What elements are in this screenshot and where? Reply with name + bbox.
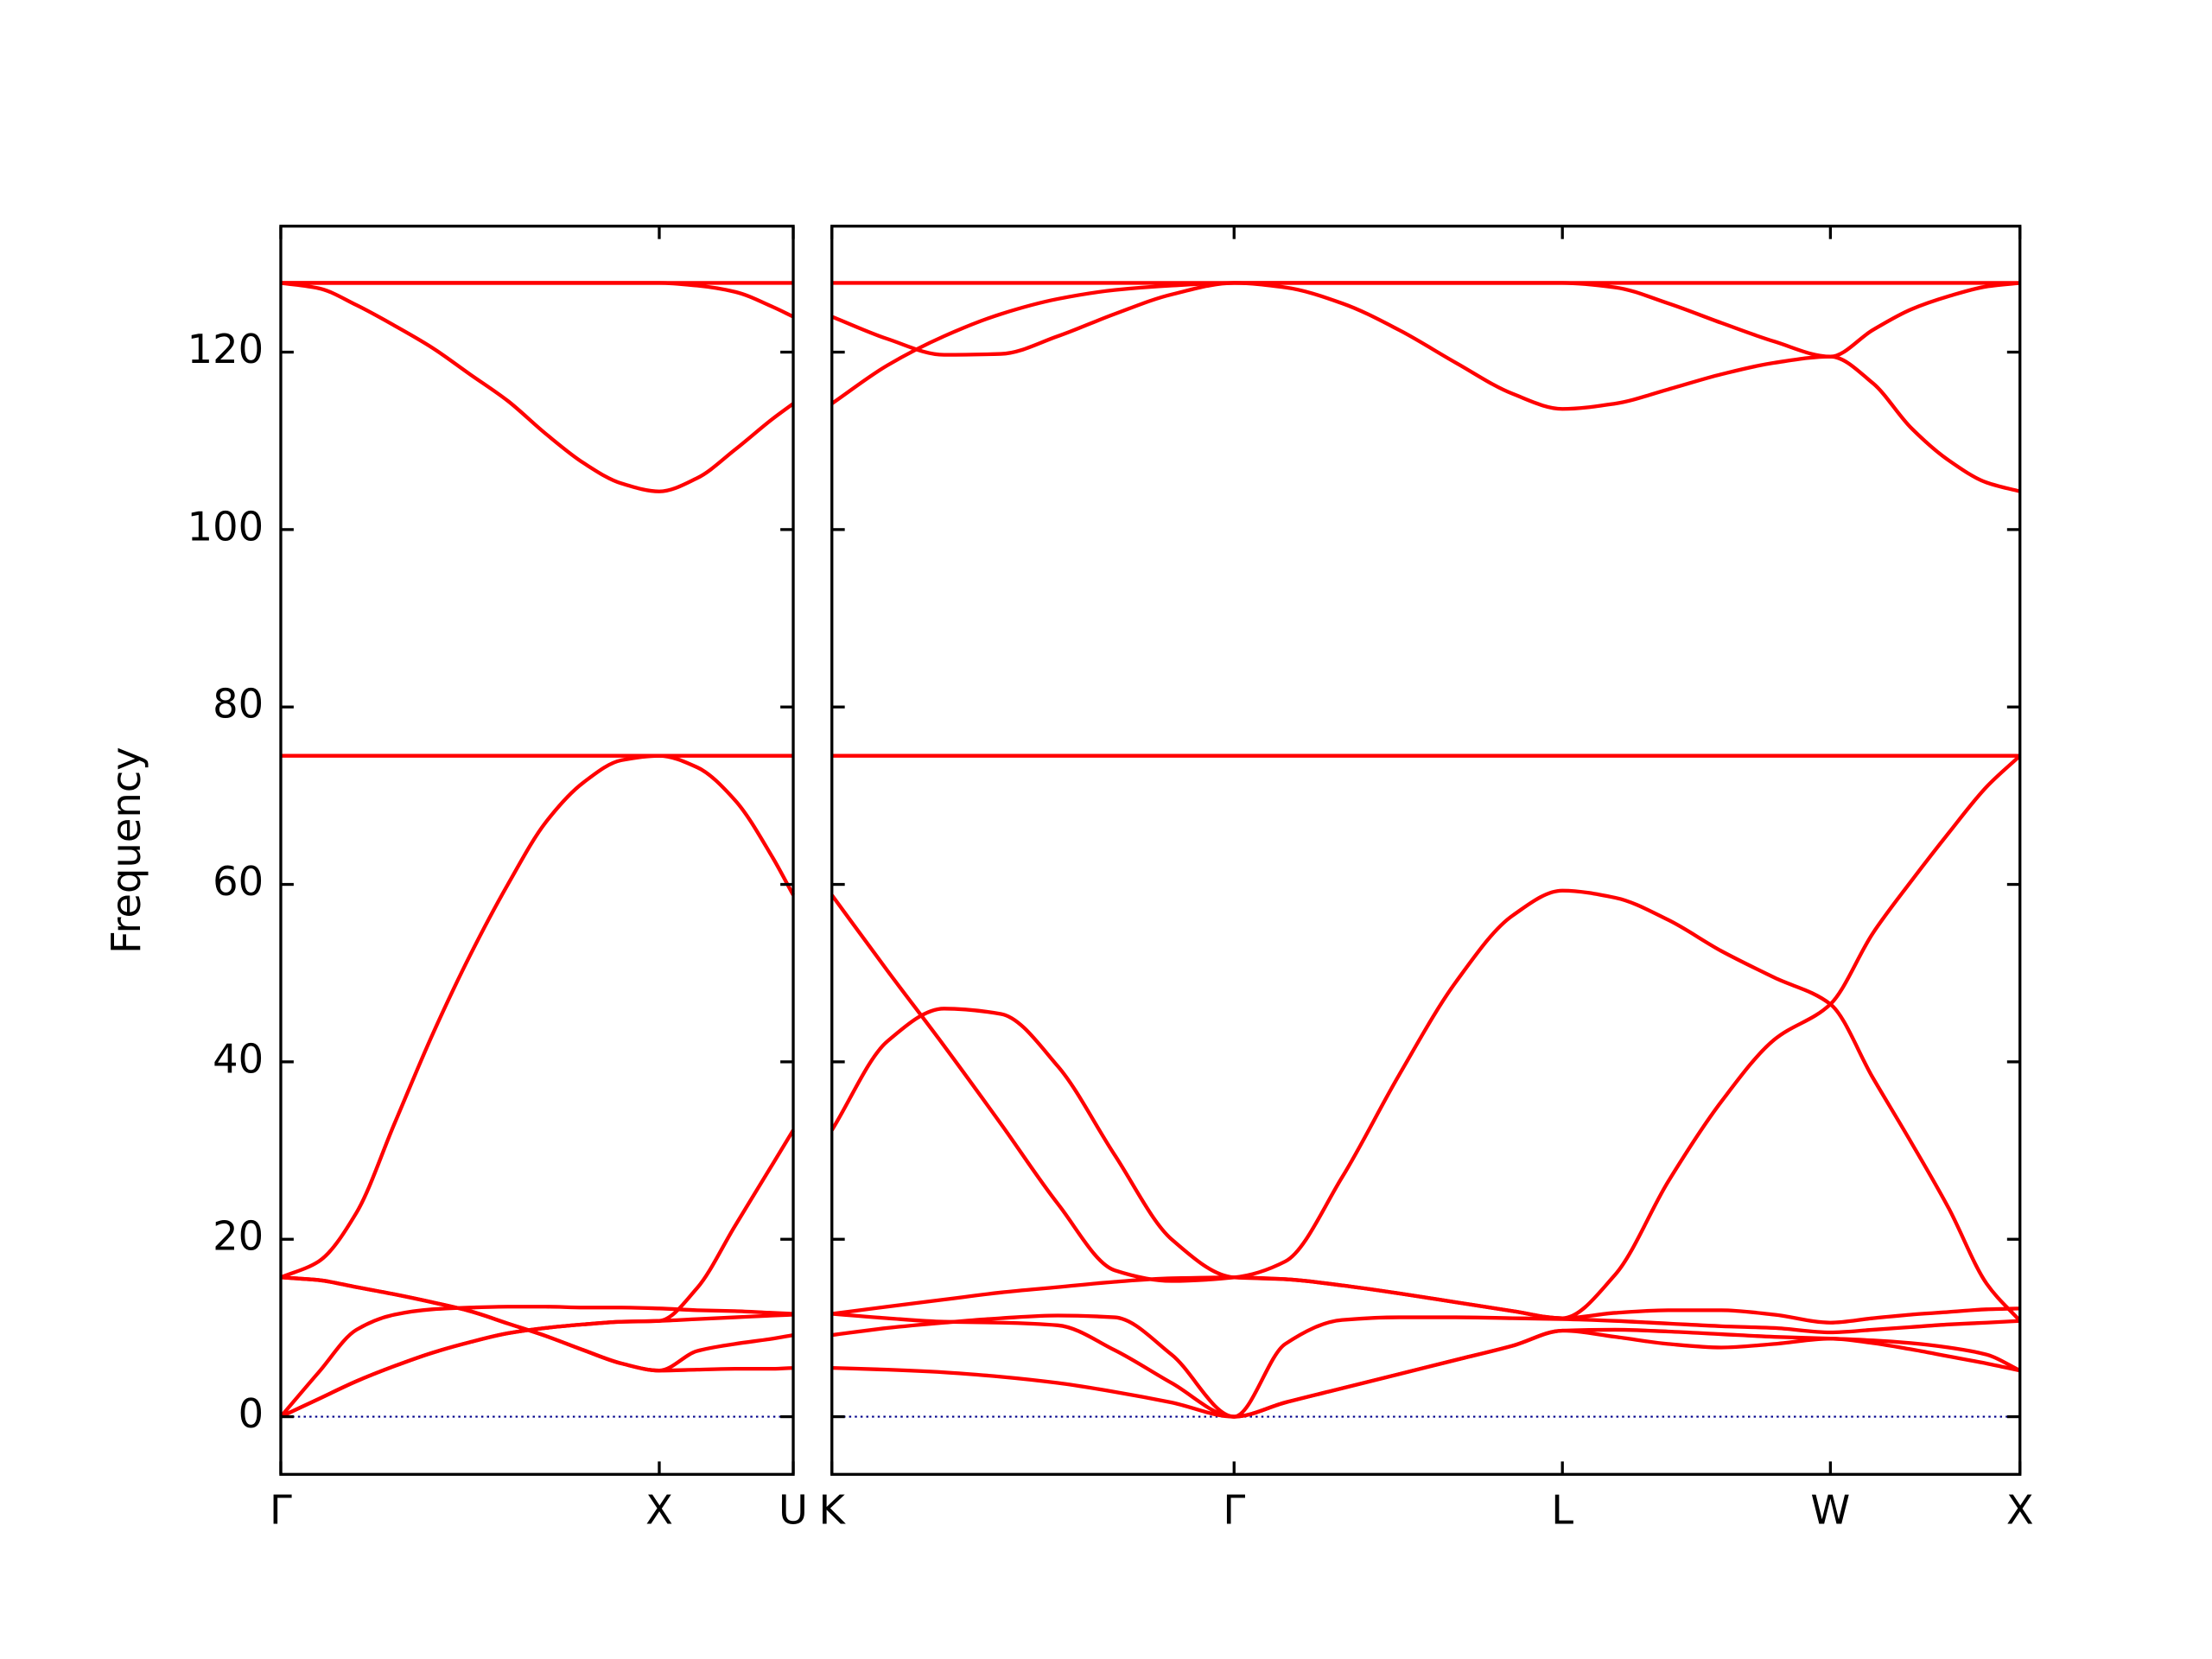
x-tick-label: X xyxy=(645,1487,673,1534)
band-line xyxy=(280,281,794,319)
y-tick-label: 60 xyxy=(213,858,264,905)
band-line xyxy=(831,1275,2020,1325)
band-line xyxy=(280,281,795,493)
plot-frame xyxy=(279,225,795,1476)
x-tick-label: Γ xyxy=(1223,1487,1245,1534)
band-line xyxy=(831,1327,2021,1419)
band-line xyxy=(830,754,2022,1320)
band-line xyxy=(279,1305,794,1418)
y-axis-label: Frequency xyxy=(103,747,149,954)
x-tick-label: U xyxy=(779,1487,808,1534)
y-tick-label: 40 xyxy=(213,1035,264,1082)
band-line xyxy=(280,1275,794,1373)
y-tick-label: 80 xyxy=(213,681,264,728)
band-line xyxy=(830,281,2021,493)
y-tick-label: 0 xyxy=(238,1390,264,1437)
y-tick-label: 100 xyxy=(188,503,264,550)
x-tick-label: X xyxy=(2006,1487,2034,1534)
band-line xyxy=(830,888,2022,1323)
y-tick-label: 20 xyxy=(213,1213,264,1260)
x-tick-label: L xyxy=(1551,1487,1573,1534)
band-line xyxy=(830,281,2020,405)
y-tick-label: 120 xyxy=(188,326,264,372)
band-line xyxy=(831,1312,2020,1419)
band-line xyxy=(280,753,795,1280)
x-tick-label: Γ xyxy=(270,1487,292,1534)
band-line xyxy=(280,1128,795,1419)
plot-frame xyxy=(830,225,2022,1476)
x-tick-label: W xyxy=(1810,1487,1850,1534)
x-tick-label: K xyxy=(819,1487,847,1534)
band-line xyxy=(280,1275,794,1373)
